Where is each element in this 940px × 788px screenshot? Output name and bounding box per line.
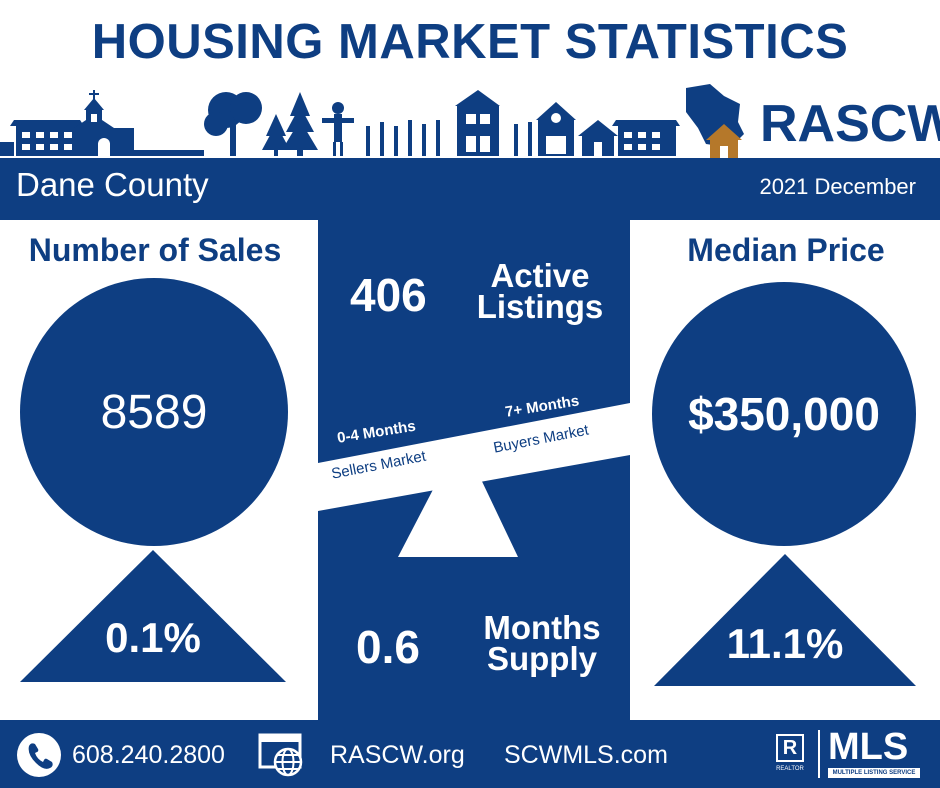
footer-bar: [0, 720, 940, 788]
rascw-logo-text: RASCW: [760, 95, 940, 153]
months-supply-label-line2: Supply: [486, 640, 597, 677]
months-supply-label-line1: Months: [483, 609, 601, 646]
sales-circle: 8589: [20, 278, 288, 546]
price-circle: $350,000: [652, 282, 916, 546]
town-skyline-illustration: [0, 90, 680, 156]
active-listings-value: 406: [350, 269, 427, 321]
web-icon: [258, 733, 303, 777]
realtor-r-icon: R: [776, 734, 804, 762]
active-listings-label-line2: Listings: [476, 288, 604, 325]
price-change: 11.1%: [726, 620, 844, 667]
mls-logo-text: MLS: [828, 726, 909, 768]
months-supply-label: Months Supply: [472, 609, 612, 677]
sales-change-up-triangle: [20, 550, 286, 682]
sales-change: 0.1%: [105, 614, 201, 661]
price-title: Median Price: [687, 232, 885, 268]
header-band: [0, 158, 940, 220]
phone-icon: [17, 733, 61, 777]
price-value: $350,000: [688, 388, 880, 440]
active-listings-label: Active Listings: [470, 257, 610, 325]
sales-value: 8589: [100, 385, 208, 439]
sales-title: Number of Sales: [28, 232, 282, 268]
county-name: Dane County: [16, 166, 209, 203]
active-listings-label-line1: Active: [490, 257, 590, 294]
realtor-label: REALTOR: [776, 766, 804, 772]
website-scwmls[interactable]: SCWMLS.com: [504, 741, 668, 769]
page-title: HOUSING MARKET STATISTICS: [91, 15, 849, 69]
wisconsin-house-logo: [686, 84, 744, 158]
logo-divider: [818, 730, 820, 778]
price-change-up-triangle: [654, 554, 916, 686]
phone-number[interactable]: 608.240.2800: [72, 741, 225, 769]
report-period: 2021 December: [759, 174, 916, 199]
mls-subtitle: MULTIPLE LISTING SERVICE: [828, 768, 920, 778]
website-rascw[interactable]: RASCW.org: [330, 741, 465, 769]
market-balance-scale: [318, 403, 630, 557]
months-supply-value: 0.6: [356, 621, 420, 673]
